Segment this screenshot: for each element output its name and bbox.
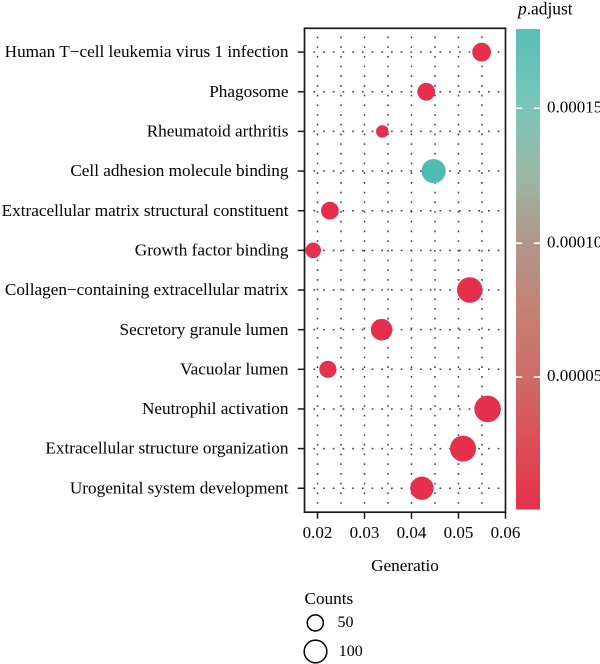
- svg-text:0.00015: 0.00015: [547, 97, 600, 116]
- svg-text:Generatio: Generatio: [371, 556, 439, 575]
- svg-text:p.adjust: p.adjust: [516, 0, 573, 18]
- svg-text:Neutrophil activation: Neutrophil activation: [142, 399, 289, 418]
- svg-text:Secretory granule lumen: Secretory granule lumen: [120, 320, 289, 339]
- svg-text:Phagosome: Phagosome: [209, 82, 289, 101]
- svg-text:Extracellular structure organi: Extracellular structure organization: [45, 439, 288, 458]
- svg-text:0.05: 0.05: [444, 523, 474, 542]
- svg-text:0.06: 0.06: [491, 523, 521, 542]
- svg-text:0.02: 0.02: [303, 523, 333, 542]
- svg-text:100: 100: [339, 643, 363, 660]
- svg-text:0.00005: 0.00005: [547, 366, 600, 385]
- svg-text:Rheumatoid arthritis: Rheumatoid arthritis: [147, 122, 289, 141]
- svg-text:Cell adhesion molecule binding: Cell adhesion molecule binding: [70, 161, 289, 180]
- svg-text:Growth factor binding: Growth factor binding: [135, 240, 289, 259]
- svg-text:0.00010: 0.00010: [547, 232, 600, 251]
- svg-text:50: 50: [338, 614, 354, 631]
- svg-text:Collagen−containing extracellu: Collagen−containing extracellular matrix: [5, 280, 289, 299]
- svg-text:0.04: 0.04: [397, 523, 427, 542]
- svg-text:Vacuolar lumen: Vacuolar lumen: [180, 359, 289, 378]
- svg-text:Counts: Counts: [305, 589, 354, 608]
- svg-text:Urogenital system development: Urogenital system development: [70, 478, 289, 497]
- svg-text:0.03: 0.03: [350, 523, 380, 542]
- svg-text:Human T−cell leukemia virus 1: Human T−cell leukemia virus 1 infection: [5, 42, 289, 61]
- svg-text:Extracellular matrix structura: Extracellular matrix structural constitu…: [2, 201, 289, 220]
